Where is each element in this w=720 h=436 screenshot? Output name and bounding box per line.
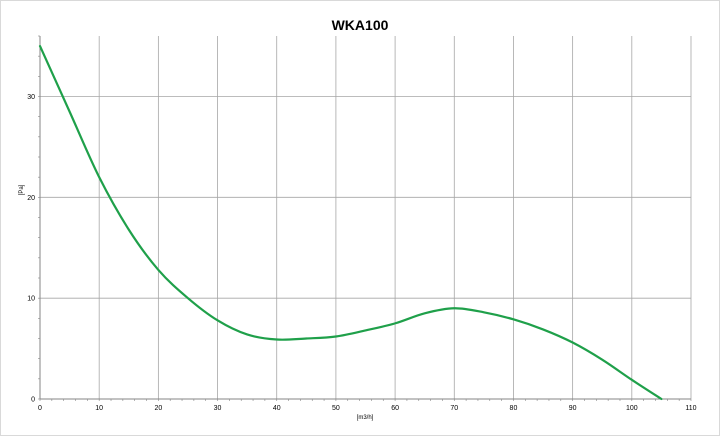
y-tick-labels: 0 10 20 30	[27, 94, 35, 404]
y-tick-label: 10	[27, 296, 35, 303]
series-group	[38, 44, 663, 401]
x-tick-label: 80	[510, 405, 518, 412]
x-tick-label: 10	[95, 405, 103, 412]
x-tick-labels: 0 10 20 30 40 50 60 70 80 90 100 110	[38, 405, 697, 412]
y-axis-label: [Pa]	[19, 184, 25, 195]
series-line	[38, 44, 663, 401]
axes	[38, 35, 692, 401]
x-tick-label: 100	[626, 405, 638, 412]
y-tick-label: 30	[27, 94, 35, 101]
x-tick-label: 50	[332, 405, 340, 412]
y-tick-label: 0	[31, 397, 35, 404]
x-tick-label: 40	[273, 405, 281, 412]
x-tick-label: 0	[38, 405, 42, 412]
x-tick-label: 90	[569, 405, 577, 412]
x-tick-label: 30	[214, 405, 222, 412]
x-tick-label: 110	[685, 405, 696, 412]
x-axis-label: [m3/h]	[357, 415, 374, 421]
x-tick-label: 20	[154, 405, 162, 412]
x-tick-label: 70	[450, 405, 458, 412]
grid	[40, 36, 692, 399]
chart-title: WKA100	[332, 17, 389, 33]
y-tick-label: 20	[27, 195, 35, 202]
x-tick-label: 60	[391, 405, 399, 412]
